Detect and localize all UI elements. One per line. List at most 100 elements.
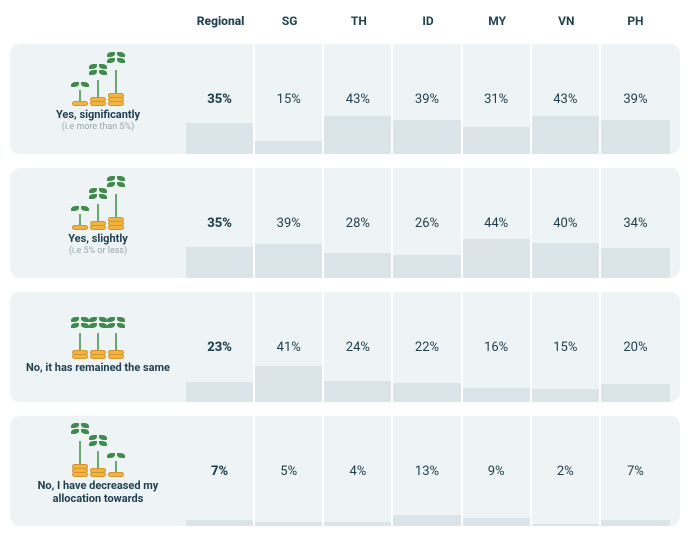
- data-cell: 23%: [186, 292, 255, 402]
- header-spacer: [10, 10, 186, 32]
- bar-fill: [601, 520, 670, 526]
- column-header-sg: SG: [255, 10, 324, 32]
- row-title: Yes, significantly: [56, 108, 140, 121]
- percentage-value: 31%: [484, 92, 508, 107]
- percentage-value: 16%: [484, 340, 508, 355]
- percentage-value: 35%: [207, 92, 232, 107]
- column-header-th: TH: [324, 10, 393, 32]
- row-title: No, it has remained the same: [26, 361, 170, 374]
- data-cell: 7%: [186, 416, 255, 526]
- percentage-value: 34%: [623, 216, 647, 231]
- data-cell: 41%: [255, 292, 324, 402]
- bar-fill: [601, 248, 670, 278]
- data-cell: 39%: [393, 44, 462, 154]
- data-cell: 28%: [324, 168, 393, 278]
- percentage-value: 43%: [553, 92, 577, 107]
- bar-fill: [532, 389, 599, 402]
- percentage-value: 15%: [553, 340, 577, 355]
- rows-container: Yes, significantly(i.e more than 5%) 35% 1…: [10, 44, 680, 526]
- percentage-value: 43%: [346, 92, 370, 107]
- bar-fill: [186, 520, 253, 526]
- data-cell: 13%: [393, 416, 462, 526]
- response-row: Yes, slightly(i.e 5% or less) 35% 39% 28% 26…: [10, 168, 680, 278]
- bar-fill: [255, 141, 322, 154]
- percentage-value: 24%: [346, 340, 370, 355]
- percentage-value: 13%: [415, 464, 439, 479]
- row-title: Yes, slightly: [68, 232, 128, 245]
- percentage-value: 23%: [207, 340, 232, 355]
- data-cell: 9%: [463, 416, 532, 526]
- data-cell: 5%: [255, 416, 324, 526]
- bar-fill: [601, 120, 670, 154]
- response-row: No, it has remained the same 23% 41% 24% 22%…: [10, 292, 680, 402]
- row-subtitle: (i.e 5% or less): [69, 246, 127, 256]
- data-cell: 35%: [186, 168, 255, 278]
- bar-fill: [532, 524, 599, 526]
- column-header-id: ID: [393, 10, 462, 32]
- percentage-value: 4%: [349, 464, 366, 479]
- bar-fill: [255, 522, 322, 526]
- column-header-row: RegionalSGTHIDMYVNPH: [10, 10, 680, 32]
- bar-fill: [186, 123, 253, 154]
- bar-fill: [324, 381, 391, 402]
- percentage-value: 7%: [211, 464, 228, 479]
- data-cell: 34%: [601, 168, 670, 278]
- percentage-value: 20%: [623, 340, 647, 355]
- data-cell: 15%: [532, 292, 601, 402]
- row-label-cell: No, I have decreased my allocation towar…: [10, 416, 186, 526]
- growth-icon: [72, 317, 124, 359]
- data-cell: 43%: [324, 44, 393, 154]
- percentage-value: 44%: [484, 216, 508, 231]
- row-label-cell: No, it has remained the same: [10, 292, 186, 402]
- row-title: No, I have decreased my allocation towar…: [18, 479, 178, 505]
- column-header-ph: PH: [601, 10, 670, 32]
- data-cell: 35%: [186, 44, 255, 154]
- percentage-value: 5%: [280, 464, 297, 479]
- data-cell: 39%: [255, 168, 324, 278]
- bar-fill: [463, 388, 530, 402]
- data-cell: 43%: [532, 44, 601, 154]
- percentage-value: 7%: [627, 464, 644, 479]
- bar-fill: [393, 515, 460, 526]
- percentage-value: 22%: [415, 340, 439, 355]
- bar-fill: [186, 247, 253, 278]
- growth-icon: [72, 64, 124, 106]
- percentage-value: 41%: [277, 340, 301, 355]
- percentage-value: 40%: [553, 216, 577, 231]
- bar-fill: [186, 382, 253, 402]
- response-row: Yes, significantly(i.e more than 5%) 35% 1…: [10, 44, 680, 154]
- bar-fill: [324, 253, 391, 278]
- percentage-value: 35%: [207, 216, 232, 231]
- column-header-regional: Regional: [186, 10, 255, 32]
- data-cell: 44%: [463, 168, 532, 278]
- percentage-value: 39%: [415, 92, 439, 107]
- bar-fill: [393, 120, 460, 154]
- percentage-value: 15%: [277, 92, 301, 107]
- column-header-my: MY: [463, 10, 532, 32]
- bar-fill: [463, 518, 530, 526]
- data-cell: 20%: [601, 292, 670, 402]
- bar-fill: [255, 244, 322, 278]
- data-cell: 26%: [393, 168, 462, 278]
- data-cell: 7%: [601, 416, 670, 526]
- percentage-value: 39%: [277, 216, 301, 231]
- percentage-value: 26%: [415, 216, 439, 231]
- bar-fill: [532, 243, 599, 278]
- growth-icon: [72, 188, 124, 230]
- bar-fill: [532, 116, 599, 154]
- bar-fill: [255, 366, 322, 402]
- column-header-vn: VN: [532, 10, 601, 32]
- row-label-cell: Yes, significantly(i.e more than 5%): [10, 44, 186, 154]
- percentage-value: 2%: [557, 464, 574, 479]
- bar-fill: [393, 255, 460, 278]
- data-cell: 22%: [393, 292, 462, 402]
- bar-fill: [393, 383, 460, 402]
- data-cell: 4%: [324, 416, 393, 526]
- data-cell: 40%: [532, 168, 601, 278]
- bar-fill: [601, 384, 670, 402]
- data-cell: 39%: [601, 44, 670, 154]
- percentage-value: 9%: [488, 464, 505, 479]
- data-cell: 16%: [463, 292, 532, 402]
- row-subtitle: (i.e more than 5%): [62, 122, 134, 132]
- percentage-value: 28%: [346, 216, 370, 231]
